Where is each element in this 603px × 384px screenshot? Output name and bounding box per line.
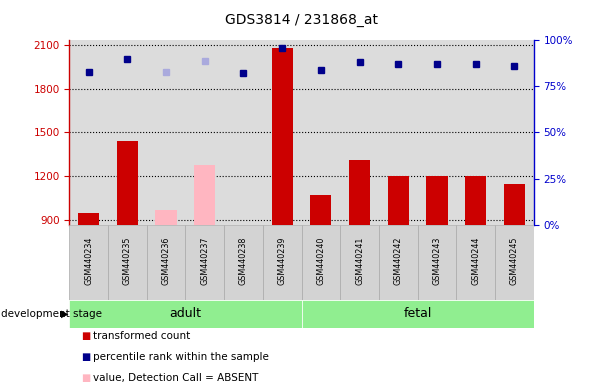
Bar xyxy=(302,225,340,300)
Text: adult: adult xyxy=(169,308,201,320)
Bar xyxy=(233,225,254,228)
Text: GSM440245: GSM440245 xyxy=(510,236,519,285)
Text: GSM440236: GSM440236 xyxy=(162,237,171,285)
Bar xyxy=(147,225,186,300)
Text: transformed count: transformed count xyxy=(93,331,191,341)
Bar xyxy=(504,184,525,225)
Text: ■: ■ xyxy=(81,331,90,341)
Text: GSM440243: GSM440243 xyxy=(432,237,441,285)
Bar xyxy=(117,141,138,225)
Bar xyxy=(426,175,447,225)
Text: GSM440237: GSM440237 xyxy=(200,236,209,285)
Bar xyxy=(340,225,379,300)
Bar xyxy=(271,48,293,225)
Text: GSM440234: GSM440234 xyxy=(84,237,93,285)
Text: GSM440242: GSM440242 xyxy=(394,236,403,285)
Text: percentile rank within the sample: percentile rank within the sample xyxy=(93,352,270,362)
Bar xyxy=(379,225,417,300)
Text: GSM440238: GSM440238 xyxy=(239,237,248,285)
Bar xyxy=(194,166,215,225)
Text: development stage: development stage xyxy=(1,309,102,319)
Text: ■: ■ xyxy=(81,373,90,383)
Bar xyxy=(78,213,99,225)
Text: GSM440244: GSM440244 xyxy=(471,237,480,285)
Bar xyxy=(263,225,302,300)
Bar xyxy=(69,225,108,300)
Text: value, Detection Call = ABSENT: value, Detection Call = ABSENT xyxy=(93,373,259,383)
Bar xyxy=(302,300,534,328)
Bar xyxy=(495,225,534,300)
Bar xyxy=(456,225,495,300)
Text: GSM440241: GSM440241 xyxy=(355,237,364,285)
Bar xyxy=(108,225,147,300)
Bar xyxy=(465,175,486,225)
Text: fetal: fetal xyxy=(403,308,432,320)
Text: GDS3814 / 231868_at: GDS3814 / 231868_at xyxy=(225,13,378,27)
Bar xyxy=(349,160,370,225)
Bar xyxy=(69,300,302,328)
Bar xyxy=(156,210,177,225)
Text: ▶: ▶ xyxy=(61,309,68,319)
Bar xyxy=(186,225,224,300)
Bar xyxy=(417,225,456,300)
Text: GSM440239: GSM440239 xyxy=(277,236,286,285)
Bar xyxy=(310,195,332,225)
Bar xyxy=(388,175,409,225)
Text: GSM440240: GSM440240 xyxy=(317,237,326,285)
Text: GSM440235: GSM440235 xyxy=(123,236,132,285)
Text: ■: ■ xyxy=(81,352,90,362)
Bar xyxy=(224,225,263,300)
